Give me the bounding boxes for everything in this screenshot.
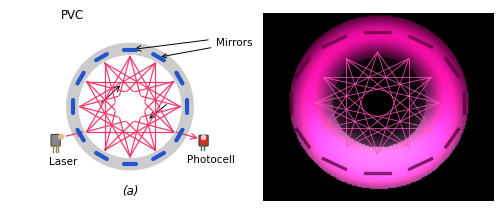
- Polygon shape: [322, 35, 347, 48]
- Circle shape: [116, 92, 144, 121]
- FancyBboxPatch shape: [51, 134, 60, 146]
- Polygon shape: [444, 128, 460, 148]
- FancyBboxPatch shape: [199, 135, 208, 146]
- Polygon shape: [322, 157, 347, 170]
- Polygon shape: [408, 157, 433, 170]
- Polygon shape: [444, 57, 460, 78]
- Text: Mirrors: Mirrors: [162, 38, 253, 58]
- Polygon shape: [408, 35, 433, 48]
- Polygon shape: [364, 172, 392, 174]
- Text: (a): (a): [122, 185, 138, 198]
- Polygon shape: [290, 92, 292, 114]
- Polygon shape: [295, 128, 310, 148]
- Text: PVC: PVC: [60, 9, 84, 22]
- Circle shape: [58, 134, 64, 139]
- Circle shape: [202, 135, 206, 140]
- Polygon shape: [462, 92, 465, 114]
- Polygon shape: [364, 31, 392, 33]
- Circle shape: [67, 43, 193, 170]
- Circle shape: [79, 56, 181, 157]
- Text: Photocell: Photocell: [186, 155, 234, 165]
- Polygon shape: [295, 57, 310, 78]
- Text: Laser: Laser: [50, 157, 78, 167]
